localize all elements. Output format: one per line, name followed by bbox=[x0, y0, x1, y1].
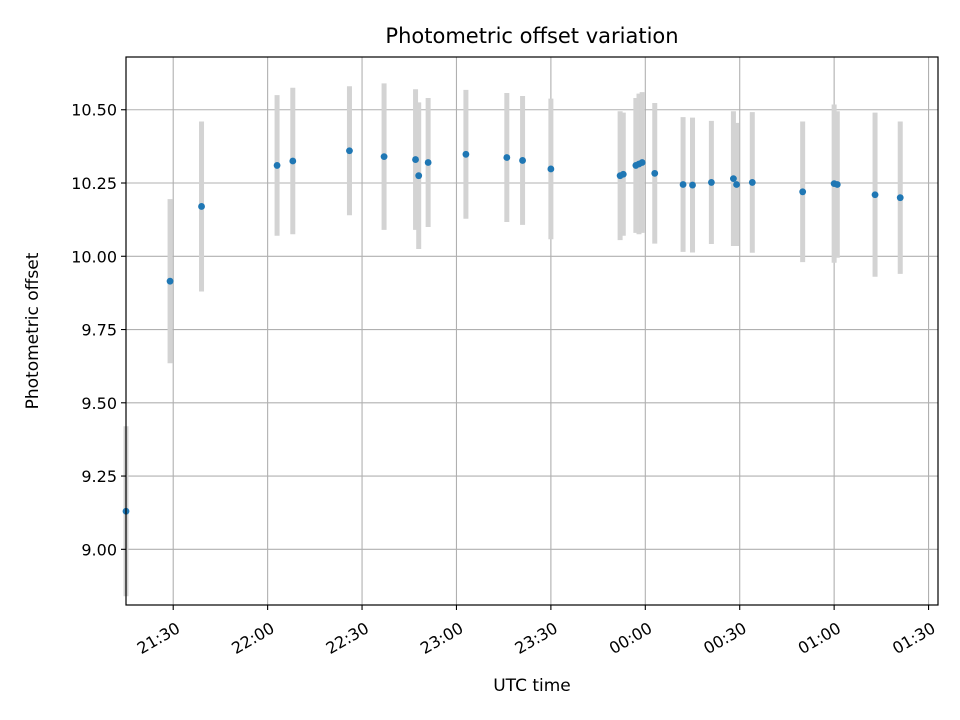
x-tick-label: 00:30 bbox=[700, 618, 749, 658]
x-tick-label: 01:00 bbox=[795, 618, 844, 658]
data-points bbox=[122, 147, 904, 515]
y-axis: 9.00 9.25 9.50 9.75 10.00 10.25 10.50 bbox=[71, 101, 126, 559]
data-point bbox=[503, 154, 511, 161]
y-tick-label: 10.25 bbox=[71, 174, 117, 193]
data-point bbox=[415, 172, 423, 180]
data-point bbox=[198, 203, 205, 210]
data-point bbox=[638, 159, 646, 166]
data-point bbox=[547, 165, 555, 173]
data-point bbox=[346, 147, 353, 155]
data-point bbox=[462, 150, 470, 158]
y-tick-label: 9.00 bbox=[81, 540, 117, 559]
chart-title: Photometric offset variation bbox=[385, 24, 678, 48]
data-point bbox=[833, 181, 841, 188]
y-tick-label: 10.00 bbox=[71, 247, 117, 266]
data-point bbox=[730, 175, 737, 183]
x-tick-label: 00:00 bbox=[606, 618, 655, 658]
y-axis-label: Photometric offset bbox=[23, 252, 43, 409]
y-tick-label: 9.50 bbox=[81, 394, 117, 413]
x-tick-label: 23:30 bbox=[511, 618, 560, 658]
y-tick-label: 9.25 bbox=[81, 467, 117, 486]
plot-frame bbox=[125, 56, 939, 606]
plot-background bbox=[126, 57, 938, 605]
data-point bbox=[748, 179, 756, 186]
data-point bbox=[380, 153, 388, 161]
data-point bbox=[412, 156, 419, 163]
x-tick-label: 23:00 bbox=[417, 618, 466, 658]
y-tick-label: 10.50 bbox=[71, 101, 117, 120]
data-point bbox=[689, 181, 696, 189]
data-point bbox=[799, 188, 807, 196]
data-point bbox=[896, 194, 904, 202]
x-axis: 21:30 22:00 22:30 23:00 23:30 00:00 00:30 01:00… bbox=[134, 605, 939, 658]
x-tick-label: 22:00 bbox=[228, 618, 277, 658]
data-point bbox=[519, 157, 526, 164]
data-point bbox=[424, 159, 432, 166]
data-point bbox=[619, 170, 627, 178]
data-point bbox=[289, 157, 297, 165]
data-point bbox=[273, 162, 281, 169]
y-tick-label: 9.75 bbox=[81, 321, 117, 340]
data-point bbox=[679, 181, 687, 188]
x-tick-label: 21:30 bbox=[134, 618, 183, 658]
data-point bbox=[651, 169, 659, 177]
data-point bbox=[166, 277, 174, 285]
x-axis-label: UTC time bbox=[493, 676, 571, 696]
data-point bbox=[733, 181, 740, 188]
data-point bbox=[871, 191, 879, 199]
x-tick-label: 22:30 bbox=[323, 618, 372, 658]
data-point bbox=[707, 179, 715, 186]
x-tick-label: 01:30 bbox=[889, 618, 938, 658]
